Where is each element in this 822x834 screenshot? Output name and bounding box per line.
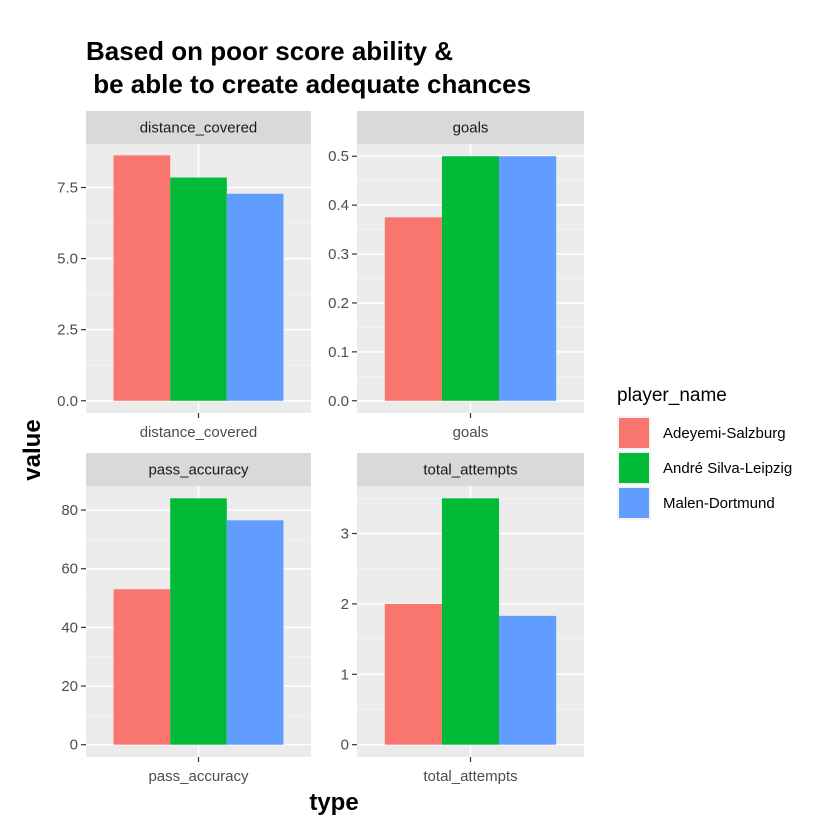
facet-distance_covered: distance_covered 0.0 2.5 5.0 7.5 distance_cov…	[57, 111, 311, 441]
y-tick-label: 0.2	[328, 295, 349, 312]
x-tick-label: total_attempts	[423, 768, 517, 785]
strip-background	[357, 453, 584, 486]
strip-background	[357, 111, 584, 144]
chart-title-line-1: Based on poor score ability &	[86, 36, 453, 66]
x-tick-label: goals	[453, 424, 489, 441]
legend-label: Adeyemi-Salzburg	[663, 425, 786, 442]
y-tick-label: 0.4	[328, 197, 349, 214]
bar-distance_covered-0	[113, 155, 171, 401]
bar-distance_covered-1	[170, 177, 227, 401]
facet-panels: distance_covered 0.0 2.5 5.0 7.5 distance_cov…	[57, 111, 584, 785]
y-tick-label: 0.0	[57, 393, 78, 410]
y-tick-label: 0.5	[328, 148, 349, 165]
y-tick-label: 0.1	[328, 344, 349, 361]
y-tick-label: 1	[341, 666, 349, 683]
y-tick-label: 3	[341, 526, 349, 543]
y-tick-label: 0	[70, 737, 78, 754]
legend: player_name Adeyemi-Salzburg André Silva-…	[617, 385, 792, 520]
x-axis-title: type	[309, 789, 358, 816]
bar-distance_covered-2	[226, 193, 284, 401]
y-tick-label: 80	[61, 502, 78, 519]
bar-pass_accuracy-1	[170, 498, 227, 745]
facet-pass_accuracy: pass_accuracy 0 20 40 60 80 pass_accuracy	[61, 453, 311, 785]
facet-total_attempts: total_attempts 0 1 2 3 total_attempts	[341, 453, 584, 785]
bar-total_attempts-0	[384, 603, 442, 745]
y-tick-label: 0.3	[328, 246, 349, 263]
legend-label: Malen-Dortmund	[663, 495, 775, 512]
bar-pass_accuracy-2	[226, 520, 284, 745]
strip-label: goals	[453, 120, 489, 137]
y-tick-label: 2	[341, 596, 349, 613]
y-tick-label: 5.0	[57, 251, 78, 268]
bar-goals-2	[499, 156, 557, 401]
legend-key-swatch	[619, 418, 649, 448]
strip-label: total_attempts	[423, 462, 517, 479]
strip-label: pass_accuracy	[148, 462, 249, 479]
y-tick-label: 0	[341, 737, 349, 754]
bar-pass_accuracy-0	[113, 589, 171, 745]
y-tick-label: 2.5	[57, 322, 78, 339]
x-tick-label: pass_accuracy	[148, 768, 249, 785]
chart-title-line-2: be able to create adequate chances	[86, 69, 531, 99]
bar-goals-1	[441, 156, 500, 401]
legend-key-swatch	[619, 488, 649, 518]
y-tick-label: 20	[61, 678, 78, 695]
y-tick-label: 40	[61, 619, 78, 636]
bar-total_attempts-1	[441, 498, 500, 745]
legend-label: André Silva-Leipzig	[663, 460, 792, 477]
bar-goals-0	[384, 217, 442, 401]
y-tick-label: 60	[61, 561, 78, 578]
facet-goals: goals 0.0 0.1 0.2 0.3 0.4 0.5 goals	[328, 111, 584, 441]
bar-total_attempts-2	[499, 615, 557, 745]
y-tick-label: 0.0	[328, 393, 349, 410]
strip-label: distance_covered	[140, 120, 258, 137]
strip-background	[86, 111, 311, 144]
strip-background	[86, 453, 311, 486]
y-tick-label: 7.5	[57, 180, 78, 197]
y-axis-title: value	[19, 419, 46, 480]
legend-key-swatch	[619, 453, 649, 483]
x-tick-label: distance_covered	[140, 424, 258, 441]
legend-title: player_name	[617, 385, 727, 406]
